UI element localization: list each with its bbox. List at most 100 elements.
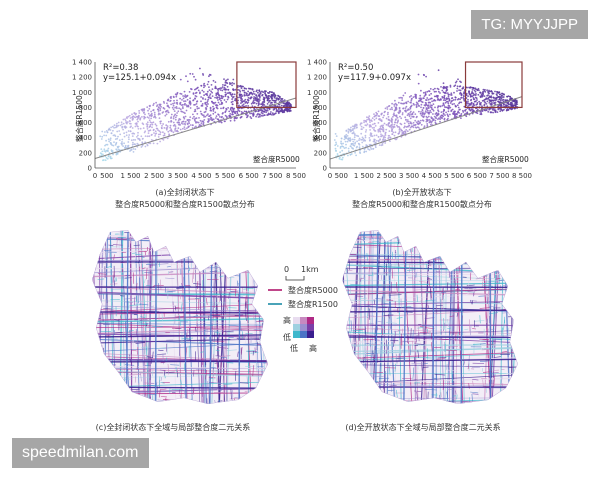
scatter-point xyxy=(274,97,276,99)
scatter-point xyxy=(137,126,139,128)
street-segment xyxy=(98,241,99,246)
scatter-point xyxy=(357,135,359,137)
scatter-point xyxy=(115,135,117,137)
x-tick-label: 500 xyxy=(100,172,113,180)
scatter-point xyxy=(407,119,409,121)
street-segment xyxy=(454,238,455,243)
scatter-point xyxy=(162,112,164,114)
scatter-point xyxy=(379,118,381,120)
street-segment xyxy=(453,250,465,251)
scatter-point xyxy=(204,111,206,113)
scatter-point xyxy=(393,114,395,116)
street-segment xyxy=(461,248,462,254)
scatter-point xyxy=(370,147,372,149)
scatter-point xyxy=(425,76,427,78)
scatter-point xyxy=(110,156,112,158)
scatter-point xyxy=(203,86,205,88)
scatter-point xyxy=(183,121,185,123)
scatter-point xyxy=(138,110,140,112)
scatter-point xyxy=(448,108,450,110)
scatter-point xyxy=(178,119,180,121)
scatter-point xyxy=(391,128,393,130)
scatter-point xyxy=(124,118,126,120)
scatter-point xyxy=(241,98,243,100)
street-segment xyxy=(88,369,89,381)
street-segment xyxy=(333,399,528,404)
street-segment xyxy=(162,232,173,233)
scatter-point xyxy=(131,113,133,115)
scatter-point xyxy=(430,93,432,95)
scatter-point xyxy=(248,97,250,99)
scatter-point xyxy=(501,93,503,95)
scatter-point xyxy=(497,109,499,111)
scatter-point xyxy=(418,123,420,125)
scatter-point xyxy=(263,97,265,99)
scatter-point xyxy=(372,124,374,126)
street-segment xyxy=(257,243,268,244)
scatter-point xyxy=(264,110,266,112)
scatter-point xyxy=(180,79,182,81)
scatter-point xyxy=(340,147,342,149)
scatter-point xyxy=(366,116,368,118)
street-segment xyxy=(109,399,113,400)
scatter-point xyxy=(452,103,454,105)
scatter-point xyxy=(408,121,410,123)
scatter-point xyxy=(196,96,198,98)
scatter-point xyxy=(273,92,275,94)
scatter-point xyxy=(445,112,447,114)
x-tick-label: 0 xyxy=(93,172,97,180)
scatter-point xyxy=(341,150,343,152)
scatter-point xyxy=(382,143,384,145)
scatter-point xyxy=(475,104,477,106)
scatter-point xyxy=(429,119,431,121)
scatter-point xyxy=(499,97,501,99)
scatter-point xyxy=(354,133,356,135)
street-segment xyxy=(450,403,451,411)
scatter-point xyxy=(220,98,222,100)
scatter-point xyxy=(473,98,475,100)
scatter-point xyxy=(356,127,358,129)
street-segment xyxy=(448,402,449,406)
street-segment xyxy=(225,252,226,262)
scatter-point xyxy=(365,135,367,137)
scatter-point xyxy=(215,94,217,96)
scatter-point xyxy=(419,95,421,97)
scatter-point xyxy=(419,100,421,102)
street-segment xyxy=(249,258,250,264)
street-segment xyxy=(161,411,162,419)
scatter-point xyxy=(403,103,405,105)
scatter-point xyxy=(415,95,417,97)
scatter-point xyxy=(176,103,178,105)
scatter-point xyxy=(334,139,336,141)
scatter-point xyxy=(393,132,395,134)
scatter-point xyxy=(258,103,260,105)
street-segment xyxy=(340,315,341,326)
scatter-point xyxy=(207,121,209,123)
scatter-point xyxy=(173,105,175,107)
scale-bar-zero: 0 xyxy=(284,265,289,274)
scatter-point xyxy=(466,103,468,105)
scatter-point xyxy=(437,105,439,107)
scatter-point xyxy=(149,126,151,128)
scatter-point xyxy=(159,133,161,135)
scatter-point xyxy=(129,120,131,122)
scatter-point xyxy=(426,91,428,93)
scatter-point xyxy=(409,107,411,109)
street-segment xyxy=(333,412,528,417)
scatter-point xyxy=(468,103,470,105)
scatter-point xyxy=(426,97,428,99)
scatter-point xyxy=(510,102,512,104)
scatter-point xyxy=(200,111,202,113)
scatter-point xyxy=(415,104,417,106)
scatter-point xyxy=(459,85,461,87)
scatter-point xyxy=(241,111,243,113)
scatter-point xyxy=(406,106,408,108)
scatter-point xyxy=(227,89,229,91)
y-axis-label-b: 整合度R1500 xyxy=(311,95,321,142)
scatter-point xyxy=(215,93,217,95)
scatter-point xyxy=(122,145,124,147)
scatter-point xyxy=(153,116,155,118)
scatter-point xyxy=(461,88,463,90)
scatter-point xyxy=(253,102,255,104)
scatter-point xyxy=(138,115,140,117)
